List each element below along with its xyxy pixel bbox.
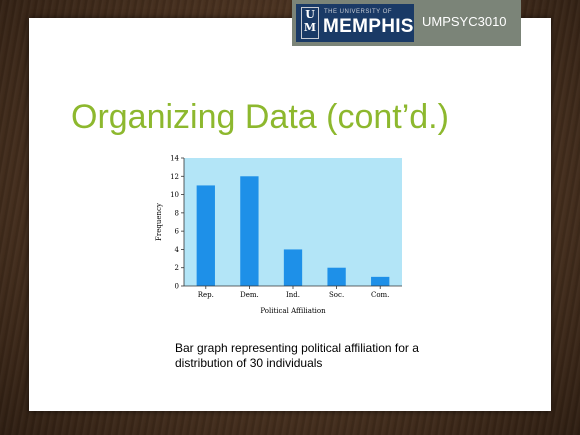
x-tick-label: Rep.: [198, 291, 214, 299]
x-tick-label: Dem.: [240, 291, 259, 299]
x-tick-label: Soc.: [329, 291, 344, 299]
y-tick-label: 10: [170, 191, 179, 199]
y-tick-label: 8: [175, 209, 179, 217]
y-axis-label: Frequency: [155, 203, 163, 241]
x-tick-label: Com.: [371, 291, 389, 299]
y-tick-label: 6: [175, 228, 180, 236]
slide-title: Organizing Data (cont’d.): [71, 98, 449, 136]
y-tick-label: 14: [170, 155, 179, 163]
y-axis: 0 2 4 6 8 10 12 14: [170, 155, 185, 291]
x-axis: Rep. Dem. Ind. Soc. Com.: [184, 285, 402, 299]
y-tick-label: 12: [170, 173, 179, 181]
bar-chart: 0 2 4 6 8 10 12 14 Rep. Dem. Ind. Soc. Com. Frequen…: [155, 155, 402, 315]
y-tick-label: 2: [175, 264, 179, 272]
bar-com: [371, 276, 390, 286]
logo-university-label: THE UNIVERSITY OF: [324, 9, 393, 15]
bars: [196, 176, 390, 286]
y-tick-label: 0: [175, 283, 179, 291]
x-axis-label: Political Affiliation: [260, 307, 326, 315]
y-tick-label: 4: [175, 246, 180, 254]
bar-soc: [327, 267, 346, 286]
chart-caption: Bar graph representing political affilia…: [175, 341, 419, 370]
bar-rep: [196, 185, 215, 286]
course-code: UMPSYC3010: [422, 14, 507, 29]
x-tick-label: Ind.: [286, 291, 300, 299]
bar-dem: [240, 176, 259, 286]
logo-university-name: MEMPHIS: [323, 16, 414, 37]
bar-ind: [283, 249, 303, 286]
